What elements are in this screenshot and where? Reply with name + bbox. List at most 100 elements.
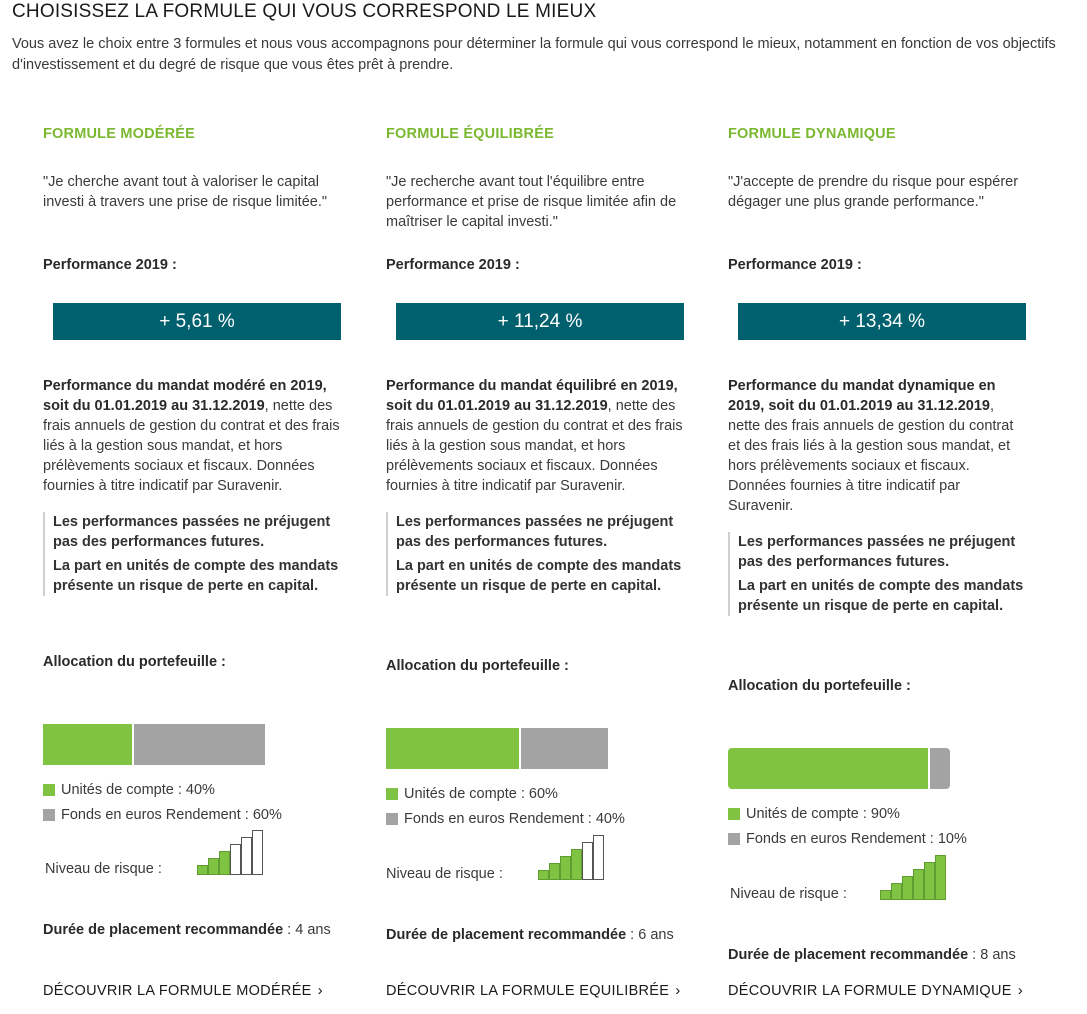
legend-fonds-label: Fonds en euros Rendement : 10% — [746, 831, 967, 847]
performance-label: Performance 2019 : — [728, 257, 862, 273]
risk-level-icon — [880, 855, 946, 900]
warning-past-performance: Les performances passées ne préjugent pa… — [738, 534, 1016, 570]
legend-uc: Unités de compte : 90% — [728, 806, 900, 822]
discover-moderee-link[interactable]: DÉCOUVRIR LA FORMULE MODÉRÉE › — [43, 982, 323, 999]
performance-description: Performance du mandat équilibré en 2019,… — [386, 376, 698, 496]
risk-step-empty — [582, 842, 593, 880]
formule-title: FORMULE DYNAMIQUE — [728, 126, 896, 142]
discover-equilibree-link[interactable]: DÉCOUVRIR LA FORMULE EQUILIBRÉE › — [386, 982, 681, 999]
risk-warning: Les performances passées ne préjugent pa… — [386, 512, 696, 596]
recommended-duration: Durée de placement recommandée : 8 ans — [728, 947, 1016, 963]
formule-moderee-card: FORMULE MODÉRÉE "Je cherche avant tout à… — [43, 0, 363, 1014]
formule-quote: "Je cherche avant tout à valoriser le ca… — [43, 174, 327, 210]
chevron-right-icon: › — [317, 982, 323, 999]
risk-step-filled — [902, 876, 913, 900]
risk-step-filled — [571, 849, 582, 880]
allocation-bar-fonds — [519, 728, 608, 769]
risk-step-empty — [252, 830, 263, 875]
grey-swatch-icon — [386, 813, 398, 825]
allocation-label: Allocation du portefeuille : — [43, 654, 226, 670]
legend-fonds: Fonds en euros Rendement : 10% — [728, 831, 967, 847]
allocation-label: Allocation du portefeuille : — [728, 678, 911, 694]
duration-label: Durée de placement recommandée — [728, 947, 969, 963]
legend-uc: Unités de compte : 60% — [386, 786, 558, 802]
risk-step-filled — [549, 863, 560, 880]
legend-uc-label: Unités de compte : 60% — [404, 786, 558, 802]
grey-swatch-icon — [728, 833, 740, 845]
risk-step-filled — [219, 851, 230, 875]
duration-label: Durée de placement recommandée — [386, 927, 627, 943]
risk-step-filled — [560, 856, 571, 880]
performance-description: Performance du mandat dynamique en 2019,… — [728, 376, 1028, 516]
warning-capital-loss: La part en unités de compte des mandats … — [53, 558, 339, 594]
legend-fonds: Fonds en euros Rendement : 40% — [386, 811, 625, 827]
recommended-duration: Durée de placement recommandée : 4 ans — [43, 922, 331, 938]
legend-fonds-label: Fonds en euros Rendement : 40% — [404, 811, 625, 827]
formule-quote: "Je recherche avant tout l'équilibre ent… — [386, 174, 677, 230]
warning-past-performance: Les performances passées ne préjugent pa… — [396, 514, 674, 550]
risk-label: Niveau de risque : — [386, 866, 503, 882]
description-rest: , nette des frais annuels de gestion du … — [728, 398, 1014, 514]
cta-label: DÉCOUVRIR LA FORMULE EQUILIBRÉE — [386, 982, 670, 999]
green-swatch-icon — [386, 788, 398, 800]
allocation-bar-uc — [386, 728, 520, 769]
allocation-bar — [386, 728, 608, 769]
performance-value: + 13,34 % — [738, 303, 1026, 340]
warning-capital-loss: La part en unités de compte des mandats … — [738, 578, 1024, 614]
duration-label: Durée de placement recommandée — [43, 922, 284, 938]
performance-label: Performance 2019 : — [386, 257, 520, 273]
duration-value: : 8 ans — [968, 947, 1016, 963]
description-bold: Performance du mandat équilibré en 2019,… — [386, 378, 678, 414]
formule-quote: "J'accepte de prendre du risque pour esp… — [728, 174, 1019, 210]
legend-fonds: Fonds en euros Rendement : 60% — [43, 807, 282, 823]
allocation-bar — [728, 748, 950, 789]
grey-swatch-icon — [43, 809, 55, 821]
cta-label: DÉCOUVRIR LA FORMULE MODÉRÉE — [43, 982, 312, 999]
risk-warning: Les performances passées ne préjugent pa… — [728, 532, 1038, 616]
cta-label: DÉCOUVRIR LA FORMULE DYNAMIQUE — [728, 982, 1012, 999]
chevron-right-icon: › — [1017, 982, 1024, 999]
risk-step-filled — [935, 855, 946, 900]
allocation-bar-fonds — [927, 748, 950, 789]
formule-title: FORMULE MODÉRÉE — [43, 126, 196, 142]
risk-step-filled — [538, 870, 549, 880]
intro-text: Vous avez le choix entre 3 formules et n… — [12, 36, 1056, 73]
risk-step-filled — [197, 865, 208, 875]
risk-level-icon — [538, 835, 604, 880]
performance-label: Performance 2019 : — [43, 257, 177, 273]
description-bold: Performance du mandat dynamique en 2019,… — [728, 378, 996, 414]
risk-label: Niveau de risque : — [45, 861, 162, 877]
risk-level-icon — [197, 830, 263, 875]
legend-fonds-label: Fonds en euros Rendement : 60% — [61, 807, 282, 823]
duration-value: : 6 ans — [626, 927, 674, 943]
warning-capital-loss: La part en unités de compte des mandats … — [396, 558, 682, 594]
warning-past-performance: Les performances passées ne préjugent pa… — [53, 514, 331, 550]
page-title: CHOISISSEZ LA FORMULE QUI VOUS CORRESPON… — [12, 1, 597, 22]
allocation-label: Allocation du portefeuille : — [386, 658, 569, 674]
green-swatch-icon — [728, 808, 740, 820]
risk-step-filled — [913, 869, 924, 900]
formule-title: FORMULE ÉQUILIBRÉE — [386, 126, 554, 142]
allocation-bar-fonds — [131, 724, 265, 765]
formule-dynamique-card: FORMULE DYNAMIQUE "J'accepte de prendre … — [728, 0, 1048, 1014]
discover-dynamique-link[interactable]: DÉCOUVRIR LA FORMULE DYNAMIQUE › — [728, 982, 1023, 999]
allocation-bar — [43, 724, 265, 765]
risk-step-empty — [241, 837, 252, 875]
risk-step-filled — [208, 858, 219, 875]
green-swatch-icon — [43, 784, 55, 796]
description-rest: , nette des frais annuels de gestion du … — [43, 398, 340, 494]
risk-step-filled — [891, 883, 902, 900]
recommended-duration: Durée de placement recommandée : 6 ans — [386, 927, 674, 943]
legend-uc-label: Unités de compte : 90% — [746, 806, 900, 822]
description-rest: , nette des frais annuels de gestion du … — [386, 398, 683, 494]
risk-step-filled — [880, 890, 891, 900]
risk-warning: Les performances passées ne préjugent pa… — [43, 512, 353, 596]
risk-step-filled — [924, 862, 935, 900]
description-bold: Performance du mandat modéré en 2019, so… — [43, 378, 327, 414]
allocation-bar-uc — [43, 724, 132, 765]
performance-value: + 5,61 % — [53, 303, 341, 340]
performance-description: Performance du mandat modéré en 2019, so… — [43, 376, 355, 496]
formule-equilibree-card: FORMULE ÉQUILIBRÉE "Je recherche avant t… — [386, 0, 706, 1014]
performance-value: + 11,24 % — [396, 303, 684, 340]
legend-uc-label: Unités de compte : 40% — [61, 782, 215, 798]
